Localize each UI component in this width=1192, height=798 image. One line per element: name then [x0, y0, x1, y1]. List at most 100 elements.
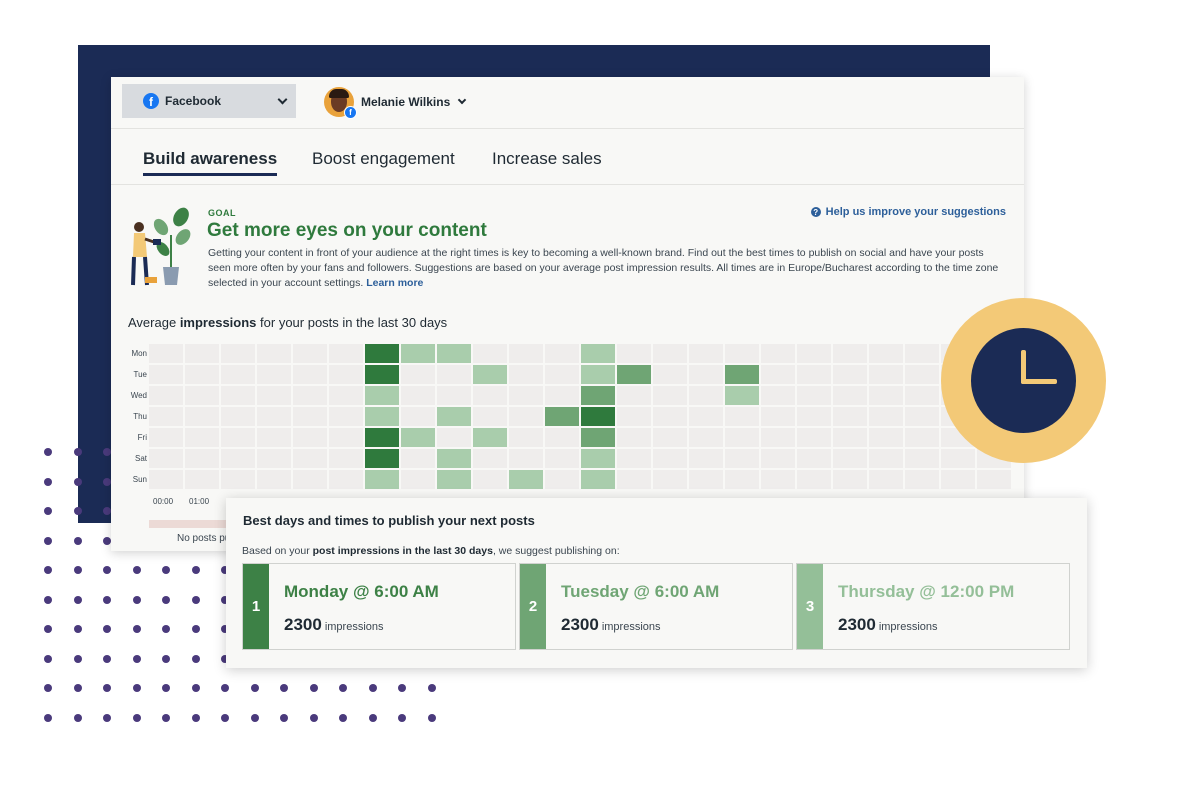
heatmap-cell[interactable]	[329, 428, 363, 447]
heatmap-cell[interactable]	[617, 470, 651, 489]
heatmap-cell[interactable]	[833, 428, 867, 447]
tab-boost-engagement[interactable]: Boost engagement	[312, 149, 455, 168]
heatmap-cell[interactable]	[221, 386, 255, 405]
heatmap-cell[interactable]	[365, 386, 399, 405]
heatmap-cell[interactable]	[149, 428, 183, 447]
heatmap-cell[interactable]	[545, 365, 579, 384]
heatmap-cell[interactable]	[869, 407, 903, 426]
heatmap-cell[interactable]	[257, 407, 291, 426]
heatmap-cell[interactable]	[437, 386, 471, 405]
heatmap-cell[interactable]	[221, 428, 255, 447]
heatmap-cell[interactable]	[941, 470, 975, 489]
heatmap-cell[interactable]	[725, 428, 759, 447]
heatmap-cell[interactable]	[509, 344, 543, 363]
heatmap-cell[interactable]	[293, 344, 327, 363]
heatmap-cell[interactable]	[833, 344, 867, 363]
heatmap-cell[interactable]	[509, 386, 543, 405]
heatmap-cell[interactable]	[581, 470, 615, 489]
heatmap-cell[interactable]	[365, 470, 399, 489]
heatmap-cell[interactable]	[905, 344, 939, 363]
heatmap-cell[interactable]	[797, 344, 831, 363]
heatmap-cell[interactable]	[761, 344, 795, 363]
heatmap-cell[interactable]	[545, 449, 579, 468]
heatmap-cell[interactable]	[617, 449, 651, 468]
heatmap-cell[interactable]	[185, 470, 219, 489]
heatmap-cell[interactable]	[689, 449, 723, 468]
heatmap-cell[interactable]	[869, 428, 903, 447]
heatmap-cell[interactable]	[329, 344, 363, 363]
heatmap-cell[interactable]	[653, 428, 687, 447]
heatmap-cell[interactable]	[977, 470, 1011, 489]
heatmap-cell[interactable]	[545, 344, 579, 363]
heatmap-cell[interactable]	[653, 386, 687, 405]
heatmap-cell[interactable]	[401, 365, 435, 384]
heatmap-cell[interactable]	[761, 470, 795, 489]
suggestion-slot-1[interactable]: 1 Monday @ 6:00 AM 2300 impressions	[242, 563, 516, 650]
heatmap-cell[interactable]	[581, 365, 615, 384]
heatmap-cell[interactable]	[797, 428, 831, 447]
heatmap-cell[interactable]	[149, 407, 183, 426]
heatmap-cell[interactable]	[293, 365, 327, 384]
heatmap-cell[interactable]	[293, 428, 327, 447]
heatmap-cell[interactable]	[761, 365, 795, 384]
heatmap-cell[interactable]	[689, 344, 723, 363]
heatmap-cell[interactable]	[509, 449, 543, 468]
heatmap-cell[interactable]	[581, 386, 615, 405]
heatmap-cell[interactable]	[257, 428, 291, 447]
heatmap-cell[interactable]	[473, 407, 507, 426]
heatmap-cell[interactable]	[473, 470, 507, 489]
heatmap-cell[interactable]	[725, 407, 759, 426]
heatmap-cell[interactable]	[797, 470, 831, 489]
heatmap-cell[interactable]	[725, 344, 759, 363]
heatmap-cell[interactable]	[617, 344, 651, 363]
heatmap-cell[interactable]	[221, 344, 255, 363]
heatmap-cell[interactable]	[509, 470, 543, 489]
heatmap-cell[interactable]	[473, 344, 507, 363]
heatmap-cell[interactable]	[401, 386, 435, 405]
heatmap-cell[interactable]	[221, 365, 255, 384]
heatmap-cell[interactable]	[581, 344, 615, 363]
heatmap-cell[interactable]	[905, 470, 939, 489]
heatmap-cell[interactable]	[833, 470, 867, 489]
heatmap-cell[interactable]	[473, 428, 507, 447]
heatmap-cell[interactable]	[329, 449, 363, 468]
heatmap-cell[interactable]	[437, 449, 471, 468]
heatmap-cell[interactable]	[869, 470, 903, 489]
heatmap-cell[interactable]	[365, 365, 399, 384]
heatmap-cell[interactable]	[329, 386, 363, 405]
heatmap-cell[interactable]	[293, 449, 327, 468]
heatmap-cell[interactable]	[185, 428, 219, 447]
heatmap-cell[interactable]	[617, 365, 651, 384]
heatmap-cell[interactable]	[185, 449, 219, 468]
heatmap-cell[interactable]	[941, 449, 975, 468]
heatmap-cell[interactable]	[185, 386, 219, 405]
heatmap-cell[interactable]	[509, 407, 543, 426]
heatmap-cell[interactable]	[149, 365, 183, 384]
heatmap-cell[interactable]	[797, 365, 831, 384]
heatmap-cell[interactable]	[185, 407, 219, 426]
heatmap-cell[interactable]	[905, 386, 939, 405]
heatmap-cell[interactable]	[257, 344, 291, 363]
heatmap-cell[interactable]	[689, 365, 723, 384]
heatmap-cell[interactable]	[329, 365, 363, 384]
heatmap-cell[interactable]	[905, 407, 939, 426]
heatmap-cell[interactable]	[221, 449, 255, 468]
heatmap-cell[interactable]	[437, 344, 471, 363]
heatmap-cell[interactable]	[509, 428, 543, 447]
heatmap-cell[interactable]	[617, 386, 651, 405]
heatmap-cell[interactable]	[221, 470, 255, 489]
heatmap-cell[interactable]	[473, 449, 507, 468]
tab-build-awareness[interactable]: Build awareness	[143, 149, 278, 176]
heatmap-cell[interactable]	[545, 407, 579, 426]
heatmap-cell[interactable]	[293, 386, 327, 405]
heatmap-cell[interactable]	[833, 407, 867, 426]
heatmap-cell[interactable]	[833, 365, 867, 384]
suggestion-slot-2[interactable]: 2 Tuesday @ 6:00 AM 2300 impressions	[519, 563, 793, 650]
heatmap-cell[interactable]	[185, 365, 219, 384]
heatmap-cell[interactable]	[401, 428, 435, 447]
heatmap-cell[interactable]	[869, 449, 903, 468]
heatmap-cell[interactable]	[437, 407, 471, 426]
heatmap-cell[interactable]	[761, 449, 795, 468]
heatmap-cell[interactable]	[869, 386, 903, 405]
heatmap-cell[interactable]	[761, 428, 795, 447]
